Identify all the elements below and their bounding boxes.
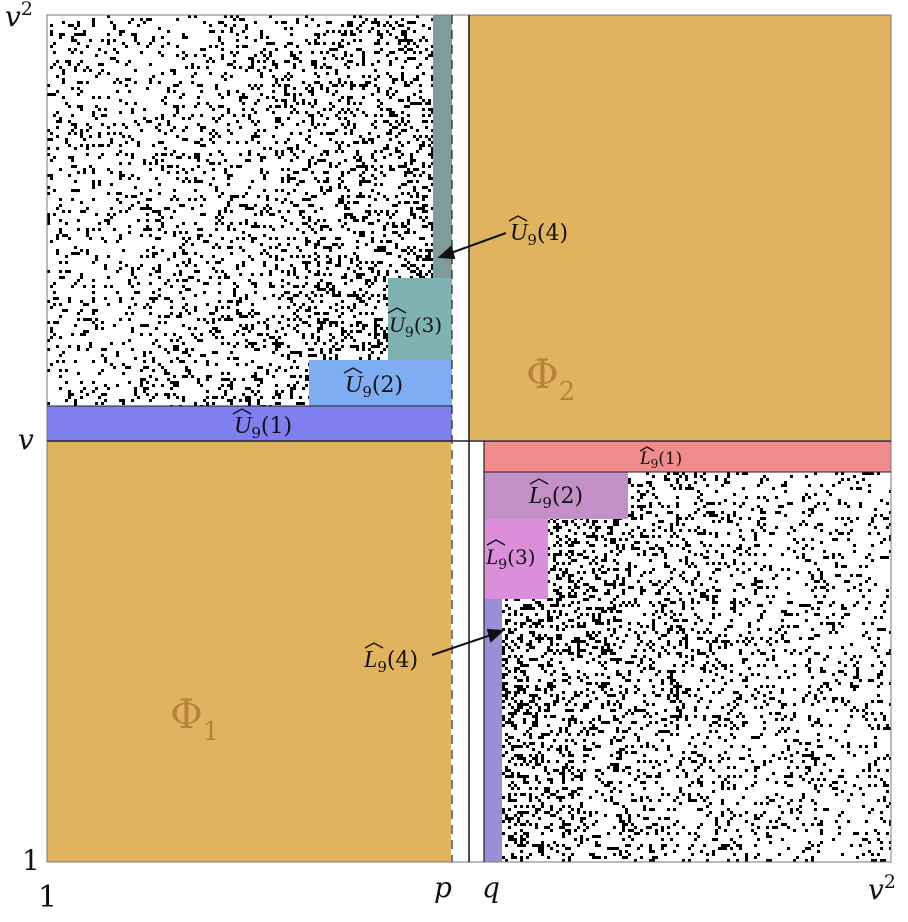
phi1-region [47, 441, 451, 862]
upper-block-3 [388, 278, 452, 360]
upper-block-4 [433, 15, 452, 278]
y-axis-top-label: v2 [5, 0, 33, 33]
lower-block-2-label: L9(2) [528, 483, 583, 512]
phi2-region [469, 15, 891, 440]
upper-block-2-label: U9(2) [345, 372, 403, 401]
lower-block-3-label: L9(3) [485, 544, 536, 573]
lower-block-3 [484, 519, 548, 599]
phi1-label: Φ1 [170, 692, 219, 747]
upper-block-3-label: U9(3) [389, 312, 442, 341]
upper-block-4-label: U9(4) [510, 220, 568, 249]
lower-block-4 [484, 599, 502, 862]
lower-block-2 [484, 472, 628, 519]
lower-block-1 [484, 441, 891, 472]
x-axis-origin-label: 1 [38, 880, 57, 915]
lower-right-dot-field [502, 472, 891, 862]
lower-block-4-label: L9(4) [363, 647, 418, 676]
phi2-subscript: 2 [559, 377, 576, 407]
upper-block-2 [309, 360, 452, 406]
upper-block-1 [47, 406, 452, 441]
phi2-symbol: Φ [526, 352, 559, 398]
x-axis-q-label: q [482, 871, 500, 904]
separator-lines [46, 14, 892, 863]
lower-label-hats [364, 446, 655, 649]
upper-label-hats [232, 215, 528, 415]
upper-block-1-label: U9(1) [234, 413, 292, 442]
phi1-symbol: Φ [170, 692, 203, 738]
y-axis-origin-label: 1 [22, 844, 40, 877]
x-axis-p-label: p [434, 871, 452, 904]
phi2-label: Φ2 [526, 352, 575, 407]
lower-block-1-label: L9(1) [639, 448, 682, 471]
y-axis-mid-label: v [18, 423, 34, 456]
phi1-subscript: 1 [203, 717, 220, 747]
annotation-arrows [431, 232, 507, 656]
upper-left-dot-field [47, 15, 433, 406]
x-axis-end-label: v2 [868, 871, 896, 906]
